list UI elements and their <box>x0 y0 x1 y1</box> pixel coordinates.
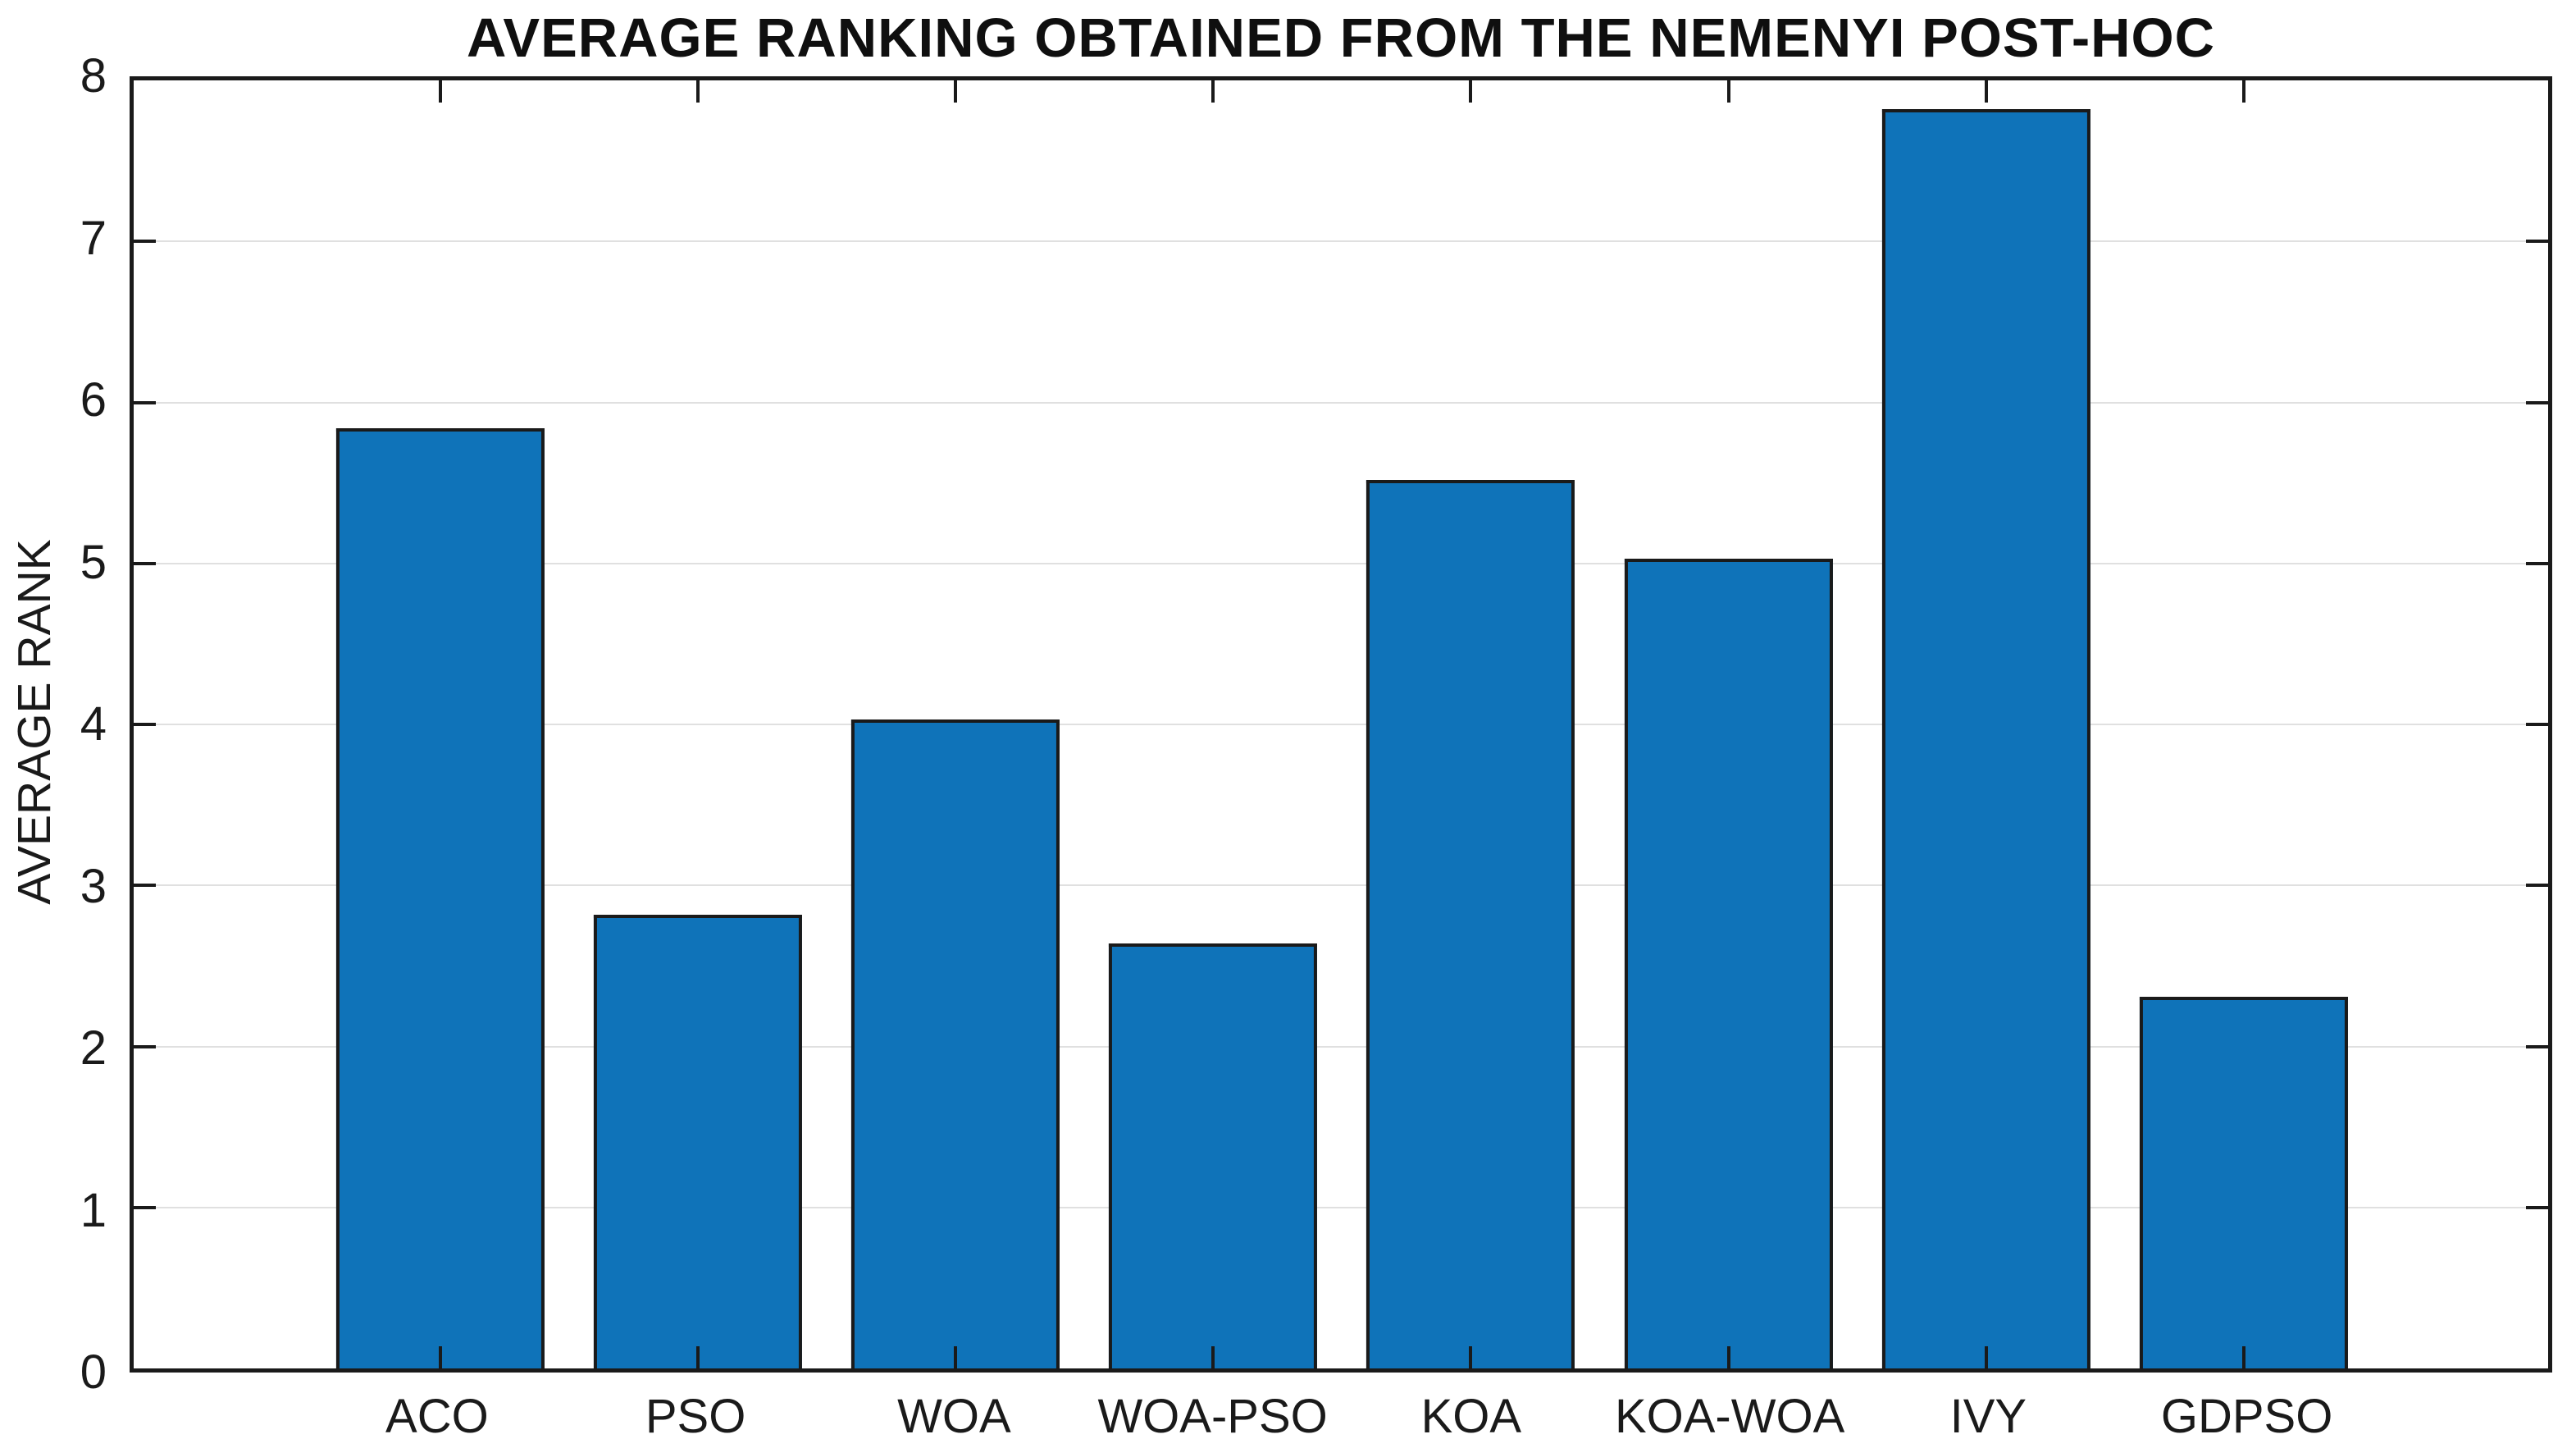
y-tick-right-1 <box>2526 1205 2548 1209</box>
x-tick-top-woa <box>953 80 957 103</box>
x-tick-bottom-woa-pso <box>1211 1346 1215 1368</box>
y-tick-left-5 <box>134 561 156 565</box>
x-tick-bottom-woa <box>953 1346 957 1368</box>
bar-woa <box>850 719 1060 1368</box>
y-tick-label-7: 7 <box>80 211 107 265</box>
y-tick-label-8: 8 <box>80 49 107 103</box>
x-tick-bottom-pso <box>695 1346 700 1368</box>
y-tick-right-3 <box>2526 884 2548 888</box>
y-tick-left-7 <box>134 240 156 244</box>
y-tick-label-0: 0 <box>80 1345 107 1399</box>
y-tick-right-7 <box>2526 240 2548 244</box>
chart-title: AVERAGE RANKING OBTAINED FROM THE NEMENY… <box>466 7 2216 69</box>
plot-area <box>130 76 2552 1373</box>
bar-gdpso <box>2139 996 2348 1368</box>
y-tick-right-5 <box>2526 561 2548 565</box>
bar-koa <box>1366 479 1575 1368</box>
x-category-label-koa-woa: KOA-WOA <box>1614 1390 1845 1443</box>
y-tick-right-4 <box>2526 723 2548 726</box>
y-tick-left-1 <box>134 1205 156 1209</box>
x-tick-top-koa-woa <box>1726 80 1730 103</box>
y-tick-label-6: 6 <box>80 373 107 427</box>
x-category-label-pso: PSO <box>645 1390 746 1443</box>
x-tick-bottom-gdpso <box>2241 1346 2245 1368</box>
bar-ivy <box>1881 109 2090 1368</box>
x-tick-bottom-aco <box>438 1346 442 1368</box>
y-tick-label-4: 4 <box>80 697 107 751</box>
bar-koa-woa <box>1624 558 1833 1368</box>
x-tick-top-woa-pso <box>1211 80 1215 103</box>
gridline-y-5 <box>134 562 2548 564</box>
bar-aco <box>335 427 545 1368</box>
gridline-y-7 <box>134 240 2548 243</box>
gridline-y-4 <box>134 724 2548 725</box>
y-tick-left-4 <box>134 723 156 726</box>
gridline-y-3 <box>134 884 2548 887</box>
x-tick-top-ivy <box>1984 80 1988 103</box>
x-category-label-gdpso: GDPSO <box>2160 1390 2333 1443</box>
x-tick-bottom-koa <box>1469 1346 1473 1368</box>
y-tick-label-3: 3 <box>80 859 107 913</box>
x-category-label-koa: KOA <box>1420 1390 1522 1443</box>
x-tick-top-pso <box>695 80 700 103</box>
x-tick-bottom-ivy <box>1984 1346 1988 1368</box>
x-tick-bottom-koa-woa <box>1726 1346 1730 1368</box>
x-tick-top-koa <box>1469 80 1473 103</box>
x-tick-top-aco <box>438 80 442 103</box>
x-category-label-aco: ACO <box>385 1390 489 1443</box>
y-tick-right-2 <box>2526 1044 2548 1048</box>
y-tick-left-6 <box>134 400 156 404</box>
y-tick-left-3 <box>134 884 156 888</box>
gridline-y-2 <box>134 1045 2548 1048</box>
gridline-y-1 <box>134 1206 2548 1208</box>
bar-pso <box>593 914 802 1368</box>
y-tick-label-5: 5 <box>80 535 107 589</box>
gridline-y-6 <box>134 401 2548 404</box>
y-tick-label-2: 2 <box>80 1021 107 1075</box>
x-category-label-woa-pso: WOA-PSO <box>1097 1390 1328 1443</box>
x-category-label-ivy: IVY <box>1949 1390 2027 1443</box>
x-category-label-woa: WOA <box>897 1390 1011 1443</box>
y-tick-left-2 <box>134 1044 156 1048</box>
y-tick-right-6 <box>2526 400 2548 404</box>
y-tick-label-1: 1 <box>80 1183 107 1237</box>
bar-woa-pso <box>1109 943 1318 1368</box>
x-tick-top-gdpso <box>2241 80 2245 103</box>
